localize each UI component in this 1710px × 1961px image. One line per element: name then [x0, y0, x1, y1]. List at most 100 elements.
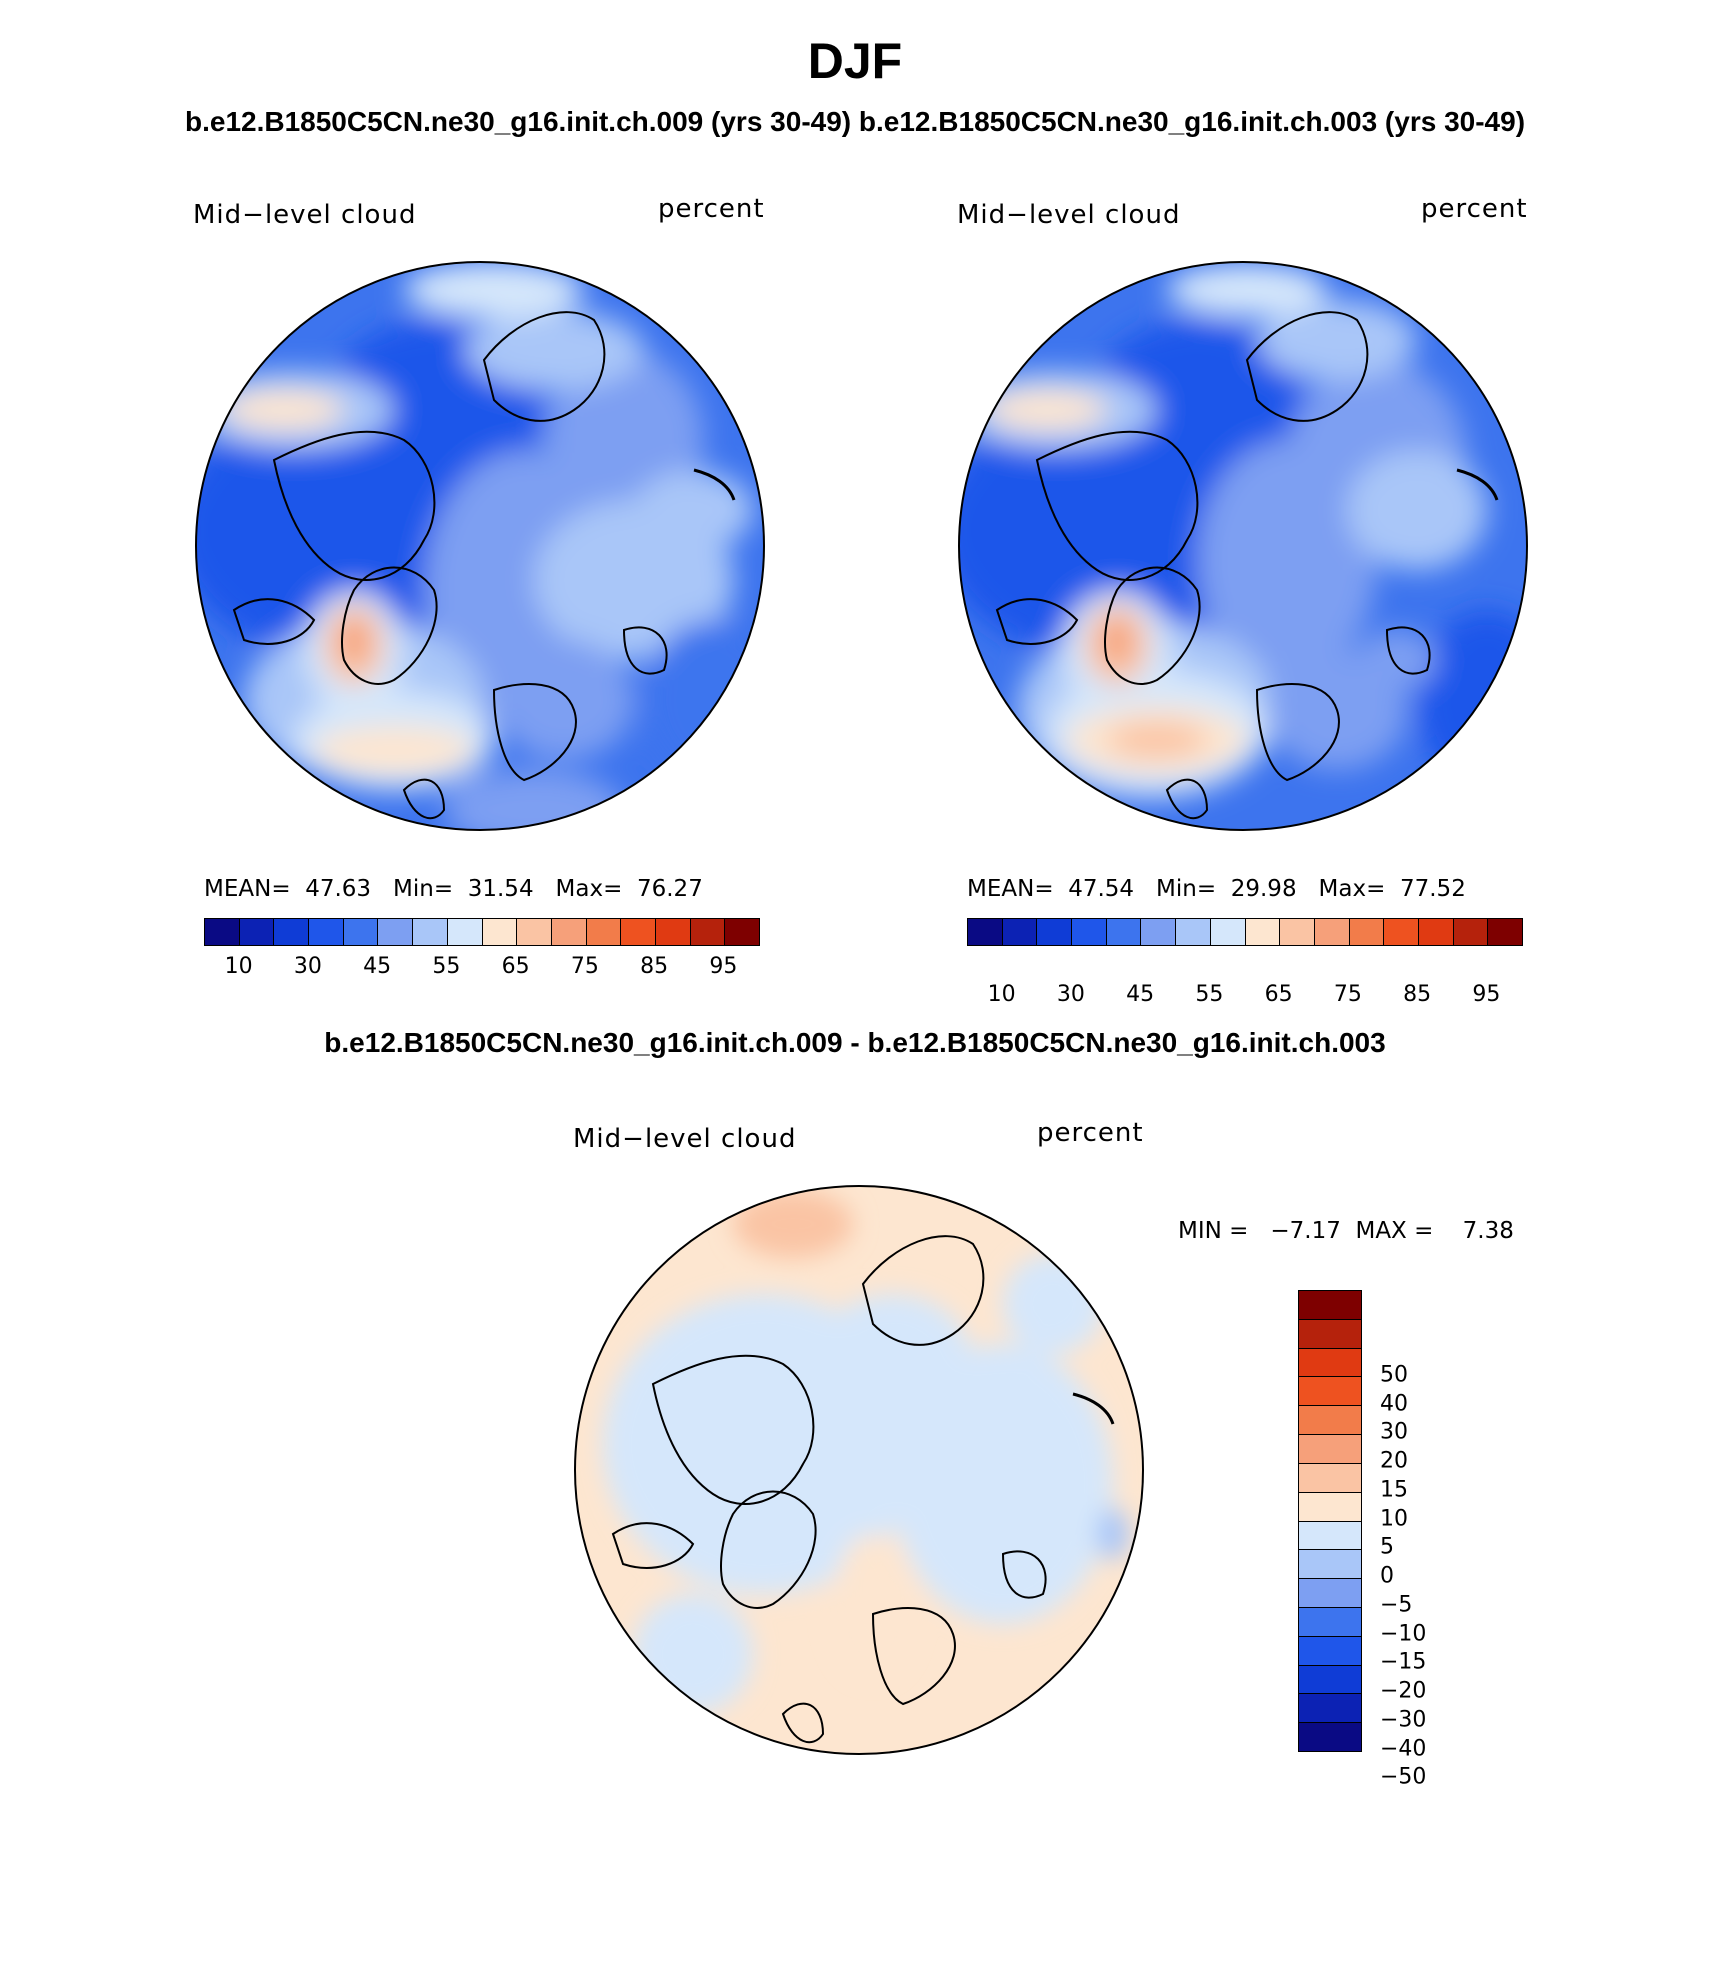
- colorbar-tick-label: 10: [224, 954, 253, 979]
- diff-title: b.e12.B1850C5CN.ne30_g16.init.ch.009 - b…: [324, 1027, 1386, 1058]
- figure-title: DJF: [807, 33, 903, 89]
- colorbar-tick-label: −40: [1380, 1736, 1427, 1761]
- colorbar-swatch: [1072, 919, 1107, 945]
- colorbar-tick-label: 65: [501, 954, 530, 979]
- colorbar-tick-label: 65: [1264, 982, 1293, 1007]
- colorbar-swatch: [690, 919, 726, 945]
- run-left-title: b.e12.B1850C5CN.ne30_g16.init.ch.009 (yr…: [184, 106, 852, 137]
- panel2-variable: Mid−level cloud: [957, 200, 1181, 230]
- panel2-colorbar: [967, 918, 1523, 946]
- colorbar-tick-label: −15: [1380, 1649, 1427, 1675]
- colorbar-tick-label: 15: [1380, 1477, 1408, 1503]
- colorbar-swatch: [551, 919, 587, 945]
- colorbar-tick-label: 30: [293, 954, 322, 979]
- colorbar-swatch: [1210, 919, 1246, 945]
- colorbar-swatch: [239, 919, 275, 945]
- diff-max: 7.38: [1462, 1218, 1514, 1244]
- colorbar-tick-label: 30: [1056, 982, 1085, 1007]
- colorbar-tick-label: 75: [570, 954, 599, 979]
- colorbar-swatch: [1245, 919, 1281, 945]
- panel1-mean-label: MEAN=: [204, 876, 291, 902]
- colorbar-swatch: [1299, 1636, 1361, 1666]
- panel3-units: percent: [1037, 1118, 1144, 1148]
- colorbar-swatch: [1384, 919, 1419, 945]
- colorbar-swatch: [1299, 1723, 1361, 1751]
- panel1-colorbar: [204, 918, 760, 946]
- diff-stats: MIN = −7.17 MAX = 7.38: [1178, 1218, 1514, 1244]
- colorbar-swatch: [968, 919, 1003, 945]
- panel1-colorbar-ticks: 10 30 45 55 65 75 85 95: [204, 954, 758, 982]
- colorbar-swatch: [1299, 1435, 1361, 1464]
- colorbar-swatch: [1176, 919, 1211, 945]
- panel1-mean: 47.63: [305, 876, 372, 902]
- colorbar-swatch: [1141, 919, 1177, 945]
- colorbar-swatch: [343, 919, 379, 945]
- colorbar-swatch: [205, 919, 240, 945]
- colorbar-swatch: [1299, 1377, 1361, 1407]
- colorbar-tick-label: 40: [1380, 1391, 1408, 1416]
- colorbar-tick-label: 95: [1472, 982, 1501, 1007]
- colorbar-swatch: [1299, 1291, 1361, 1320]
- diff-min: −7.17: [1270, 1218, 1341, 1244]
- panel2-colorbar-ticks: 10 30 45 55 65 75 85 95: [967, 982, 1521, 1010]
- colorbar-swatch: [1299, 1550, 1361, 1580]
- colorbar-swatch: [447, 919, 483, 945]
- panel1-min: 31.54: [467, 876, 534, 902]
- diff-max-label: MAX =: [1355, 1218, 1434, 1244]
- colorbar-swatch: [586, 919, 622, 945]
- colorbar-swatch: [655, 919, 691, 945]
- colorbar-tick-label: −20: [1380, 1678, 1427, 1704]
- panel2-min-label: Min=: [1156, 876, 1217, 902]
- colorbar-tick-label: 45: [1126, 982, 1155, 1007]
- colorbar-swatch: [725, 919, 759, 945]
- colorbar-swatch: [413, 919, 448, 945]
- panel1-min-label: Min=: [393, 876, 454, 902]
- colorbar-swatch: [1488, 919, 1522, 945]
- colorbar-tick-label: 75: [1333, 982, 1362, 1007]
- colorbar-tick-label: 85: [640, 954, 669, 979]
- colorbar-tick-label: 95: [709, 954, 738, 979]
- colorbar-swatch: [1299, 1521, 1361, 1551]
- panel1-polar-map: [195, 261, 765, 831]
- colorbar-swatch: [1106, 919, 1142, 945]
- colorbar-swatch: [1299, 1607, 1361, 1637]
- panel2-max: 77.52: [1399, 876, 1466, 902]
- colorbar-swatch: [1299, 1406, 1361, 1436]
- colorbar-swatch: [1299, 1492, 1361, 1522]
- panel1-units: percent: [658, 194, 765, 224]
- colorbar-swatch: [274, 919, 310, 945]
- run-right-title: b.e12.B1850C5CN.ne30_g16.init.ch.003 (yr…: [858, 106, 1526, 137]
- colorbar-swatch: [1299, 1665, 1361, 1695]
- colorbar-swatch: [1299, 1694, 1361, 1724]
- colorbar-swatch: [1349, 919, 1385, 945]
- colorbar-swatch: [1314, 919, 1350, 945]
- panel2-polar-map: [958, 261, 1528, 831]
- panel2-min: 29.98: [1230, 876, 1297, 902]
- colorbar-tick-label: 30: [1380, 1419, 1408, 1445]
- colorbar-swatch: [1299, 1463, 1361, 1493]
- colorbar-tick-label: −50: [1380, 1764, 1427, 1790]
- colorbar-swatch: [1002, 919, 1038, 945]
- colorbar-tick-label: 10: [987, 982, 1016, 1007]
- colorbar-swatch: [517, 919, 552, 945]
- colorbar-tick-label: 10: [1380, 1506, 1408, 1531]
- colorbar-tick-label: 45: [363, 954, 392, 979]
- colorbar-tick-label: 55: [1195, 982, 1224, 1007]
- colorbar-swatch: [1299, 1579, 1361, 1608]
- run-titles: b.e12.B1850C5CN.ne30_g16.init.ch.009 (yr…: [0, 106, 1710, 138]
- panel1-stats: MEAN= 47.63 Min= 31.54 Max= 76.27: [204, 876, 703, 902]
- panel2-max-label: Max=: [1318, 876, 1386, 902]
- colorbar-swatch: [1299, 1348, 1361, 1378]
- colorbar-swatch: [1037, 919, 1073, 945]
- colorbar-swatch: [1418, 919, 1454, 945]
- colorbar-swatch: [1280, 919, 1315, 945]
- colorbar-tick-label: −30: [1380, 1707, 1427, 1733]
- colorbar-swatch: [621, 919, 656, 945]
- colorbar-tick-label: 20: [1380, 1448, 1408, 1474]
- colorbar-tick-label: 5: [1380, 1534, 1394, 1560]
- colorbar-swatch: [482, 919, 518, 945]
- colorbar-tick-label: 85: [1403, 982, 1432, 1007]
- diff-colorbar-ticks: 50 40 30 20 15 10 5 0 −5 −10 −15 −20 −30 −40 −50: [1380, 1346, 1480, 1806]
- panel1-max-label: Max=: [555, 876, 623, 902]
- panel1-max: 76.27: [636, 876, 703, 902]
